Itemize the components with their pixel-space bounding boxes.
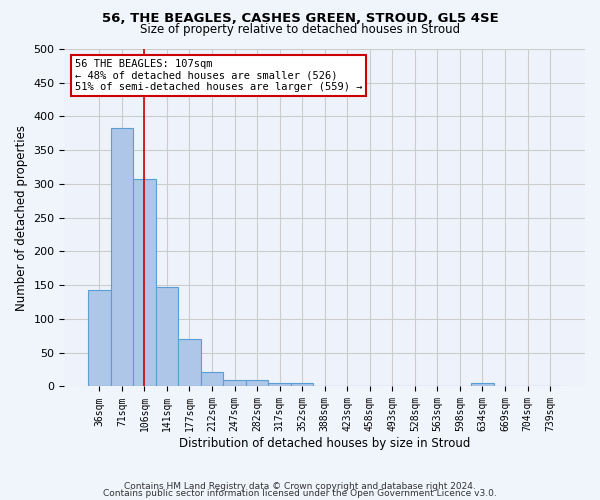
Bar (246, 380, 268, 386)
Bar (110, 128, 133, 386)
Bar (201, 372, 223, 386)
Text: 56, THE BEAGLES, CASHES GREEN, STROUD, GL5 4SE: 56, THE BEAGLES, CASHES GREEN, STROUD, G… (101, 12, 499, 26)
Bar (155, 286, 178, 386)
Bar (291, 383, 313, 386)
Bar (471, 383, 494, 386)
Text: 56 THE BEAGLES: 107sqm
← 48% of detached houses are smaller (526)
51% of semi-de: 56 THE BEAGLES: 107sqm ← 48% of detached… (75, 59, 362, 92)
Y-axis label: Number of detached properties: Number of detached properties (15, 124, 28, 310)
Text: Contains public sector information licensed under the Open Government Licence v3: Contains public sector information licen… (103, 489, 497, 498)
Bar (268, 383, 291, 386)
Bar (133, 180, 155, 386)
Text: Contains HM Land Registry data © Crown copyright and database right 2024.: Contains HM Land Registry data © Crown c… (124, 482, 476, 491)
X-axis label: Distribution of detached houses by size in Stroud: Distribution of detached houses by size … (179, 437, 470, 450)
Bar (223, 380, 246, 386)
Text: Size of property relative to detached houses in Stroud: Size of property relative to detached ho… (140, 22, 460, 36)
Bar (178, 338, 201, 386)
Bar (88, 290, 110, 386)
